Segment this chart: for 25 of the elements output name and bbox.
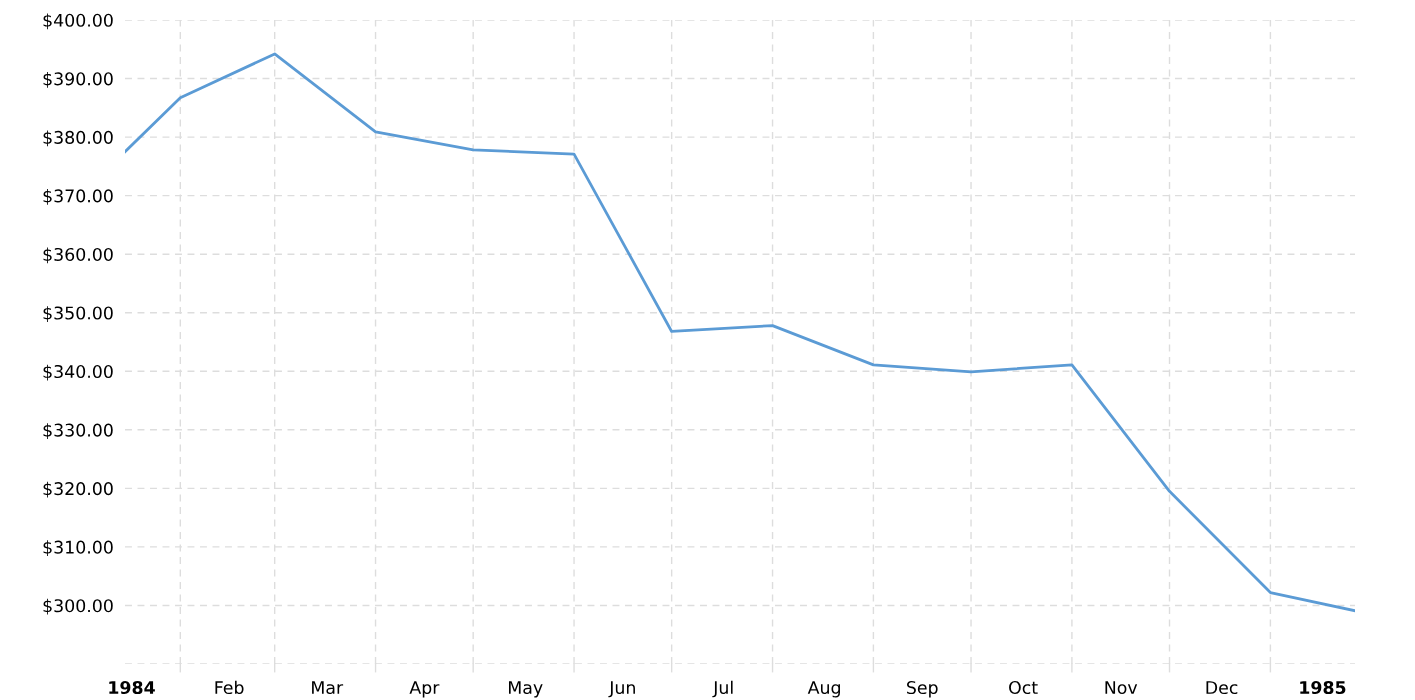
- y-tick-label: $390.00: [43, 71, 113, 88]
- x-tick-label: Nov: [1105, 681, 1138, 695]
- y-tick-label: $330.00: [43, 423, 113, 439]
- x-tick-label: Dec: [1206, 681, 1238, 695]
- y-tick-label: $380.00: [43, 130, 113, 147]
- y-tick-label: $340.00: [43, 364, 113, 381]
- x-tick-label: Oct: [1009, 680, 1038, 695]
- y-tick-label: $400.00: [43, 13, 113, 30]
- line-series: [125, 52, 1355, 613]
- x-tick-label: Jul: [712, 680, 733, 698]
- x-tick-label: Apr: [409, 681, 440, 698]
- y-tick-label: $320.00: [43, 481, 113, 498]
- y-tick-label: $360.00: [43, 247, 113, 264]
- x-tick-label: Sep: [907, 680, 938, 698]
- x-tick-label: May: [508, 681, 543, 698]
- y-tick-label: $310.00: [43, 540, 113, 557]
- x-tick-label: Feb: [215, 680, 244, 695]
- y-tick-label: $350.00: [43, 306, 113, 322]
- y-tick-label: $370.00: [43, 189, 113, 205]
- x-tick-label: 1985: [1300, 680, 1346, 695]
- x-tick-label: 1984: [109, 680, 155, 695]
- x-tick-label: Jun: [608, 681, 635, 698]
- x-tick-label: Aug: [807, 681, 840, 698]
- y-tick-label: $300.00: [43, 598, 113, 615]
- x-tick-label: Mar: [312, 681, 344, 695]
